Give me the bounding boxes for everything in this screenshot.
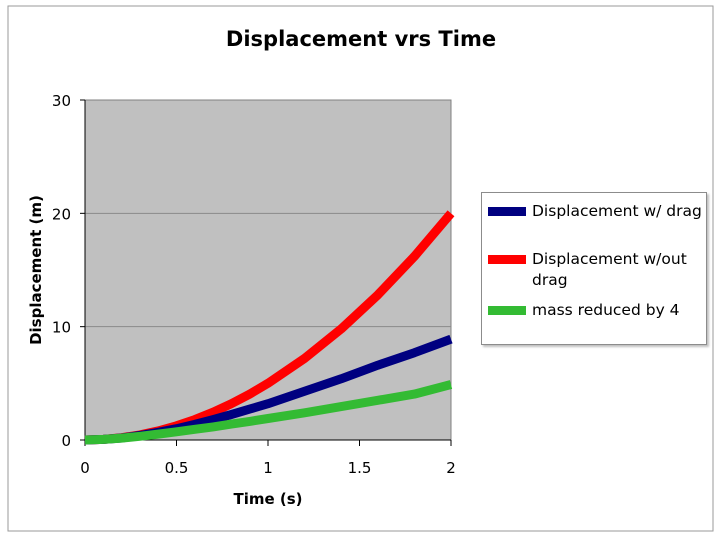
- series-line-2: [84, 380, 453, 445]
- legend-item-drag: Displacement w/ drag: [488, 201, 702, 223]
- legend-item-mass-reduced: mass reduced by 4: [488, 300, 702, 322]
- legend-swatch-mass-reduced: [488, 306, 526, 315]
- legend-swatch-no-drag: [488, 255, 526, 264]
- x-tick-label-2: 1: [263, 459, 273, 477]
- chart-title: Displacement vrs Time: [226, 27, 496, 51]
- y-tick-label-0: 0: [61, 432, 71, 450]
- legend-item-no-drag: Displacement w/out drag: [488, 249, 702, 293]
- series-lines: [84, 210, 455, 445]
- tick-labels: 0 10 20 30 0 0.5 1 1.5 2: [52, 92, 456, 477]
- x-tick-label-0: 0: [80, 459, 90, 477]
- legend-label-no-drag: Displacement w/out drag: [532, 250, 687, 289]
- legend-label-mass-reduced: mass reduced by 4: [532, 301, 680, 319]
- y-tick-label-1: 10: [52, 319, 71, 337]
- y-tick-label-2: 20: [52, 205, 71, 223]
- legend: Displacement w/ drag Displacement w/out …: [481, 192, 707, 345]
- y-tick-label-3: 30: [52, 92, 71, 110]
- legend-swatch-drag: [488, 207, 526, 216]
- y-axis-label: Displacement (m): [27, 195, 45, 345]
- x-tick-label-3: 1.5: [348, 459, 372, 477]
- x-axis-label: Time (s): [233, 490, 302, 508]
- grid-lines: [85, 212, 451, 328]
- x-tick-label-1: 0.5: [165, 459, 189, 477]
- legend-label-drag: Displacement w/ drag: [532, 202, 702, 220]
- x-tick-label-4: 2: [446, 459, 456, 477]
